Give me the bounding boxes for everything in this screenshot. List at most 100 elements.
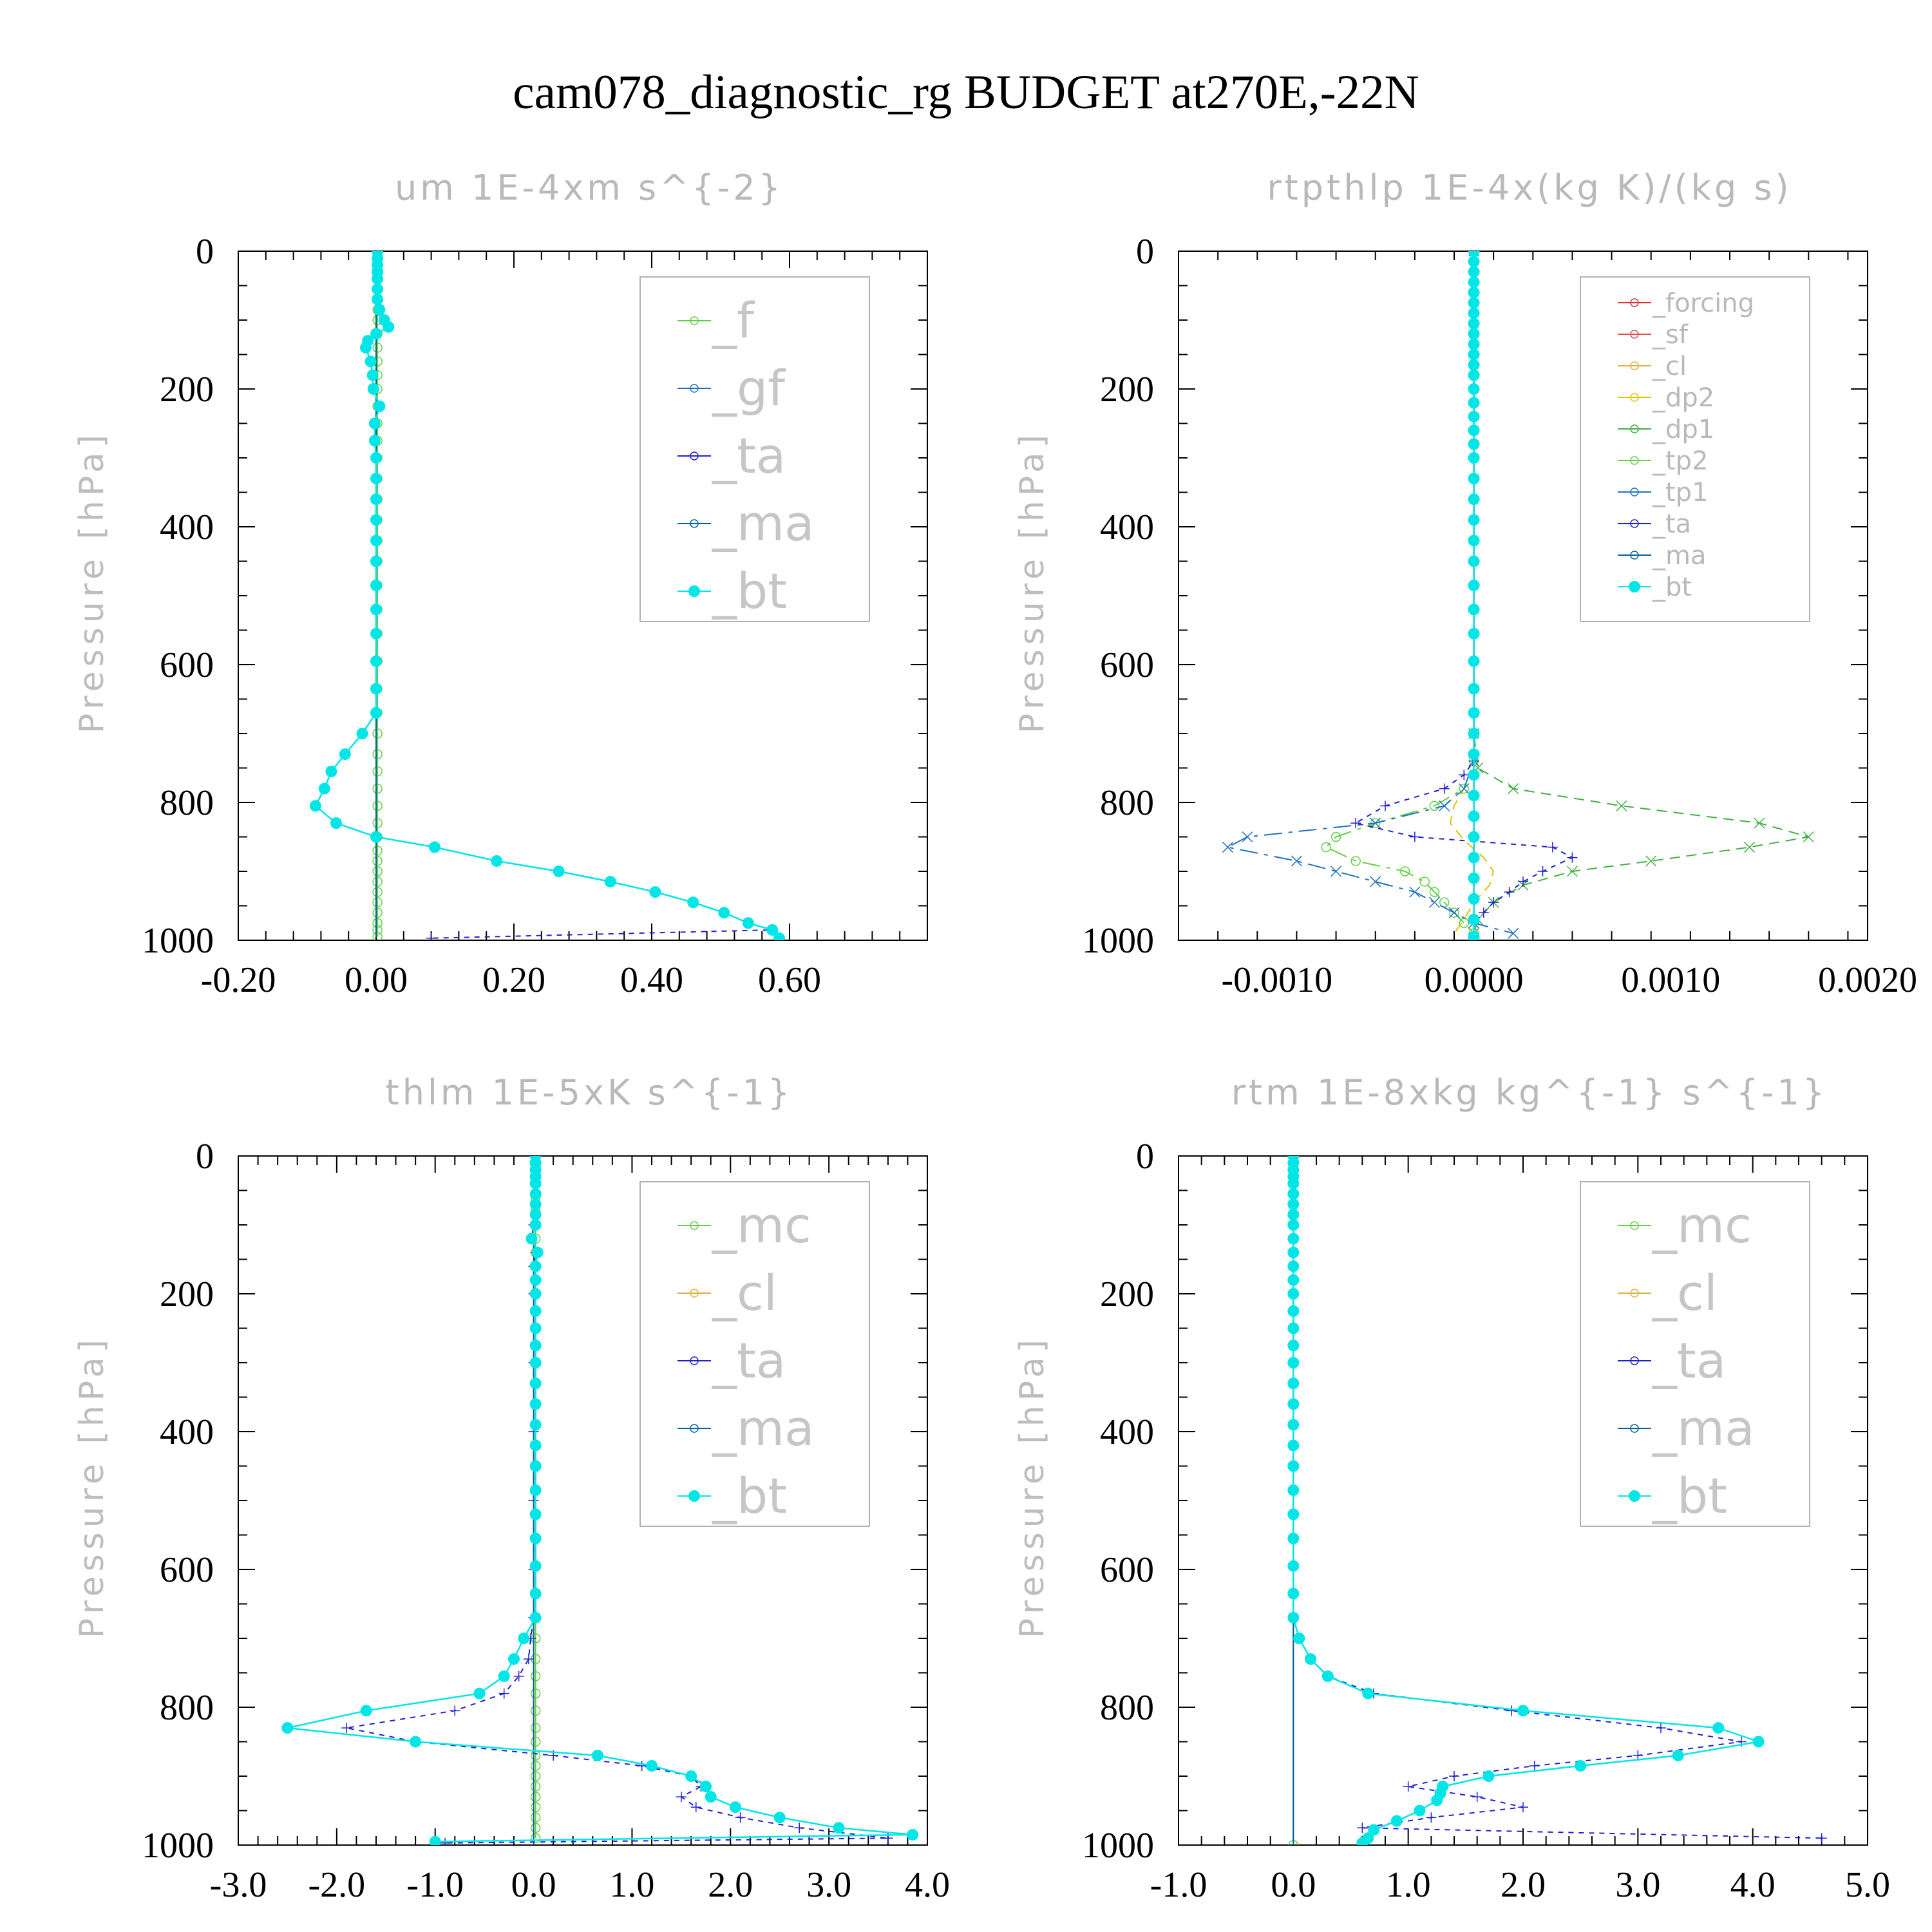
- bt-point: [370, 473, 382, 485]
- bt-point: [1575, 1759, 1587, 1772]
- x-tick-label: 2.0: [708, 1865, 753, 1905]
- bt-point: [1468, 276, 1480, 289]
- bt-point: [529, 1219, 542, 1231]
- bt-point: [1287, 1208, 1300, 1220]
- bt-point: [529, 1177, 542, 1189]
- bt-point: [1287, 1288, 1300, 1300]
- mc-point: [530, 1771, 541, 1781]
- bt-point: [529, 1460, 542, 1472]
- tp2-point: [1321, 842, 1332, 853]
- legend-label-ma: _ma: [1652, 541, 1706, 571]
- bt-point: [365, 355, 377, 368]
- bt-point: [553, 866, 565, 877]
- bt-point: [1468, 297, 1480, 309]
- bt-point: [1356, 1837, 1368, 1845]
- chart-panel-1: um 1E-4xm s^{-2} Pressure [hPa] -0.20 0.00 0…: [73, 167, 928, 1000]
- page-title: cam078_diagnostic_rg BUDGET at270E,-22N: [513, 66, 1419, 119]
- bt-point: [368, 417, 381, 430]
- y-tick-label: 1000: [1082, 1826, 1154, 1866]
- tp2-point: [1459, 783, 1470, 794]
- bt-point: [370, 603, 382, 616]
- ta-point: [1380, 800, 1390, 811]
- x-tick-label: 3.0: [806, 1865, 851, 1905]
- f-point: [372, 728, 383, 739]
- tp2-point: [1429, 800, 1440, 811]
- bt-point: [1305, 1653, 1317, 1665]
- y-tick-label: 1000: [142, 1826, 214, 1866]
- x-tick-label: 1.0: [1386, 1865, 1431, 1905]
- y-tick-label: 600: [1100, 645, 1154, 685]
- bt-point: [370, 493, 382, 506]
- legend: _mc _cl _ta _ma _bt: [1580, 1181, 1810, 1527]
- bt-point: [685, 1770, 697, 1782]
- bt-point: [1287, 1611, 1300, 1624]
- bt-point: [1287, 1560, 1300, 1572]
- bt-point: [370, 579, 382, 591]
- ta-point: [1518, 876, 1528, 887]
- series-line-tp2: [1325, 251, 1475, 934]
- legend-marker: [1630, 456, 1639, 465]
- bt-point: [907, 1828, 919, 1841]
- legend-marker: [690, 1289, 699, 1298]
- bt-point: [1321, 1670, 1334, 1682]
- legend-label-gf: _gf: [712, 359, 786, 417]
- x-tick-label: -0.20: [201, 960, 276, 1000]
- dp1-point: [1744, 842, 1756, 853]
- panel-title: rtm 1E-8xkg kg^{-1} s^{-1}: [1231, 1072, 1828, 1113]
- bt-point: [1287, 1177, 1300, 1189]
- legend-label-dp1: _dp1: [1652, 415, 1714, 444]
- legend-box: [639, 1181, 870, 1527]
- y-tick-label: 600: [160, 645, 214, 685]
- y-tick-label: 400: [160, 507, 214, 547]
- y-axis-label: Pressure [hPa]: [73, 430, 111, 734]
- y-tick-label: 800: [160, 783, 214, 823]
- ta-point: [513, 1671, 524, 1681]
- bt-point: [1468, 872, 1480, 884]
- bt-point: [1468, 555, 1480, 567]
- legend-label-cl: _cl: [712, 1264, 777, 1321]
- legend-marker: [1630, 298, 1639, 307]
- chart-panels: um 1E-4xm s^{-2}Pressure [hPa]-0.20 0.00 0…: [73, 167, 1917, 1905]
- ta-point: [1409, 831, 1420, 842]
- legend-label-ma: _ma: [712, 495, 815, 552]
- legend-marker: [690, 1424, 699, 1433]
- legend-label-ta: _ta: [712, 427, 786, 484]
- bt-point: [529, 1208, 542, 1220]
- bt-point: [410, 1736, 422, 1748]
- bt-point: [339, 748, 351, 761]
- y-tick-label: 400: [1100, 507, 1154, 547]
- y-tick-label: 800: [1100, 1688, 1154, 1728]
- f-point: [372, 766, 383, 777]
- bt-point: [1287, 1322, 1300, 1334]
- bt-point: [318, 782, 330, 795]
- y-tick-label: 200: [1100, 370, 1154, 410]
- bt-point: [372, 272, 384, 285]
- bt-point: [773, 1812, 786, 1824]
- x-tick-label: 0.40: [620, 960, 683, 1000]
- bt-point: [1468, 931, 1480, 940]
- y-tick-label: 600: [1100, 1550, 1154, 1590]
- bt-point: [1468, 256, 1480, 268]
- bt-point: [370, 535, 382, 547]
- bt-point: [529, 1288, 542, 1300]
- bt-point: [370, 706, 382, 719]
- bt-point: [1287, 1419, 1300, 1431]
- bt-point: [370, 655, 382, 667]
- bt-point: [428, 841, 440, 853]
- y-tick-label: 0: [1136, 232, 1154, 272]
- y-tick-label: 400: [160, 1412, 214, 1452]
- bt-point: [1287, 1532, 1300, 1544]
- bt-point: [1468, 397, 1480, 409]
- f-point: [372, 918, 383, 928]
- bt-point: [649, 886, 661, 898]
- bt-point: [1468, 383, 1480, 395]
- f-point: [372, 818, 383, 828]
- tp2-point: [1419, 876, 1430, 887]
- mc-point: [530, 1671, 541, 1681]
- bt-point: [1468, 473, 1480, 485]
- mc-point: [530, 1823, 541, 1833]
- legend-label-cl: _cl: [1652, 352, 1687, 381]
- mc-point: [530, 1705, 541, 1716]
- bt-point: [1468, 266, 1480, 278]
- dp1-point: [1566, 866, 1578, 877]
